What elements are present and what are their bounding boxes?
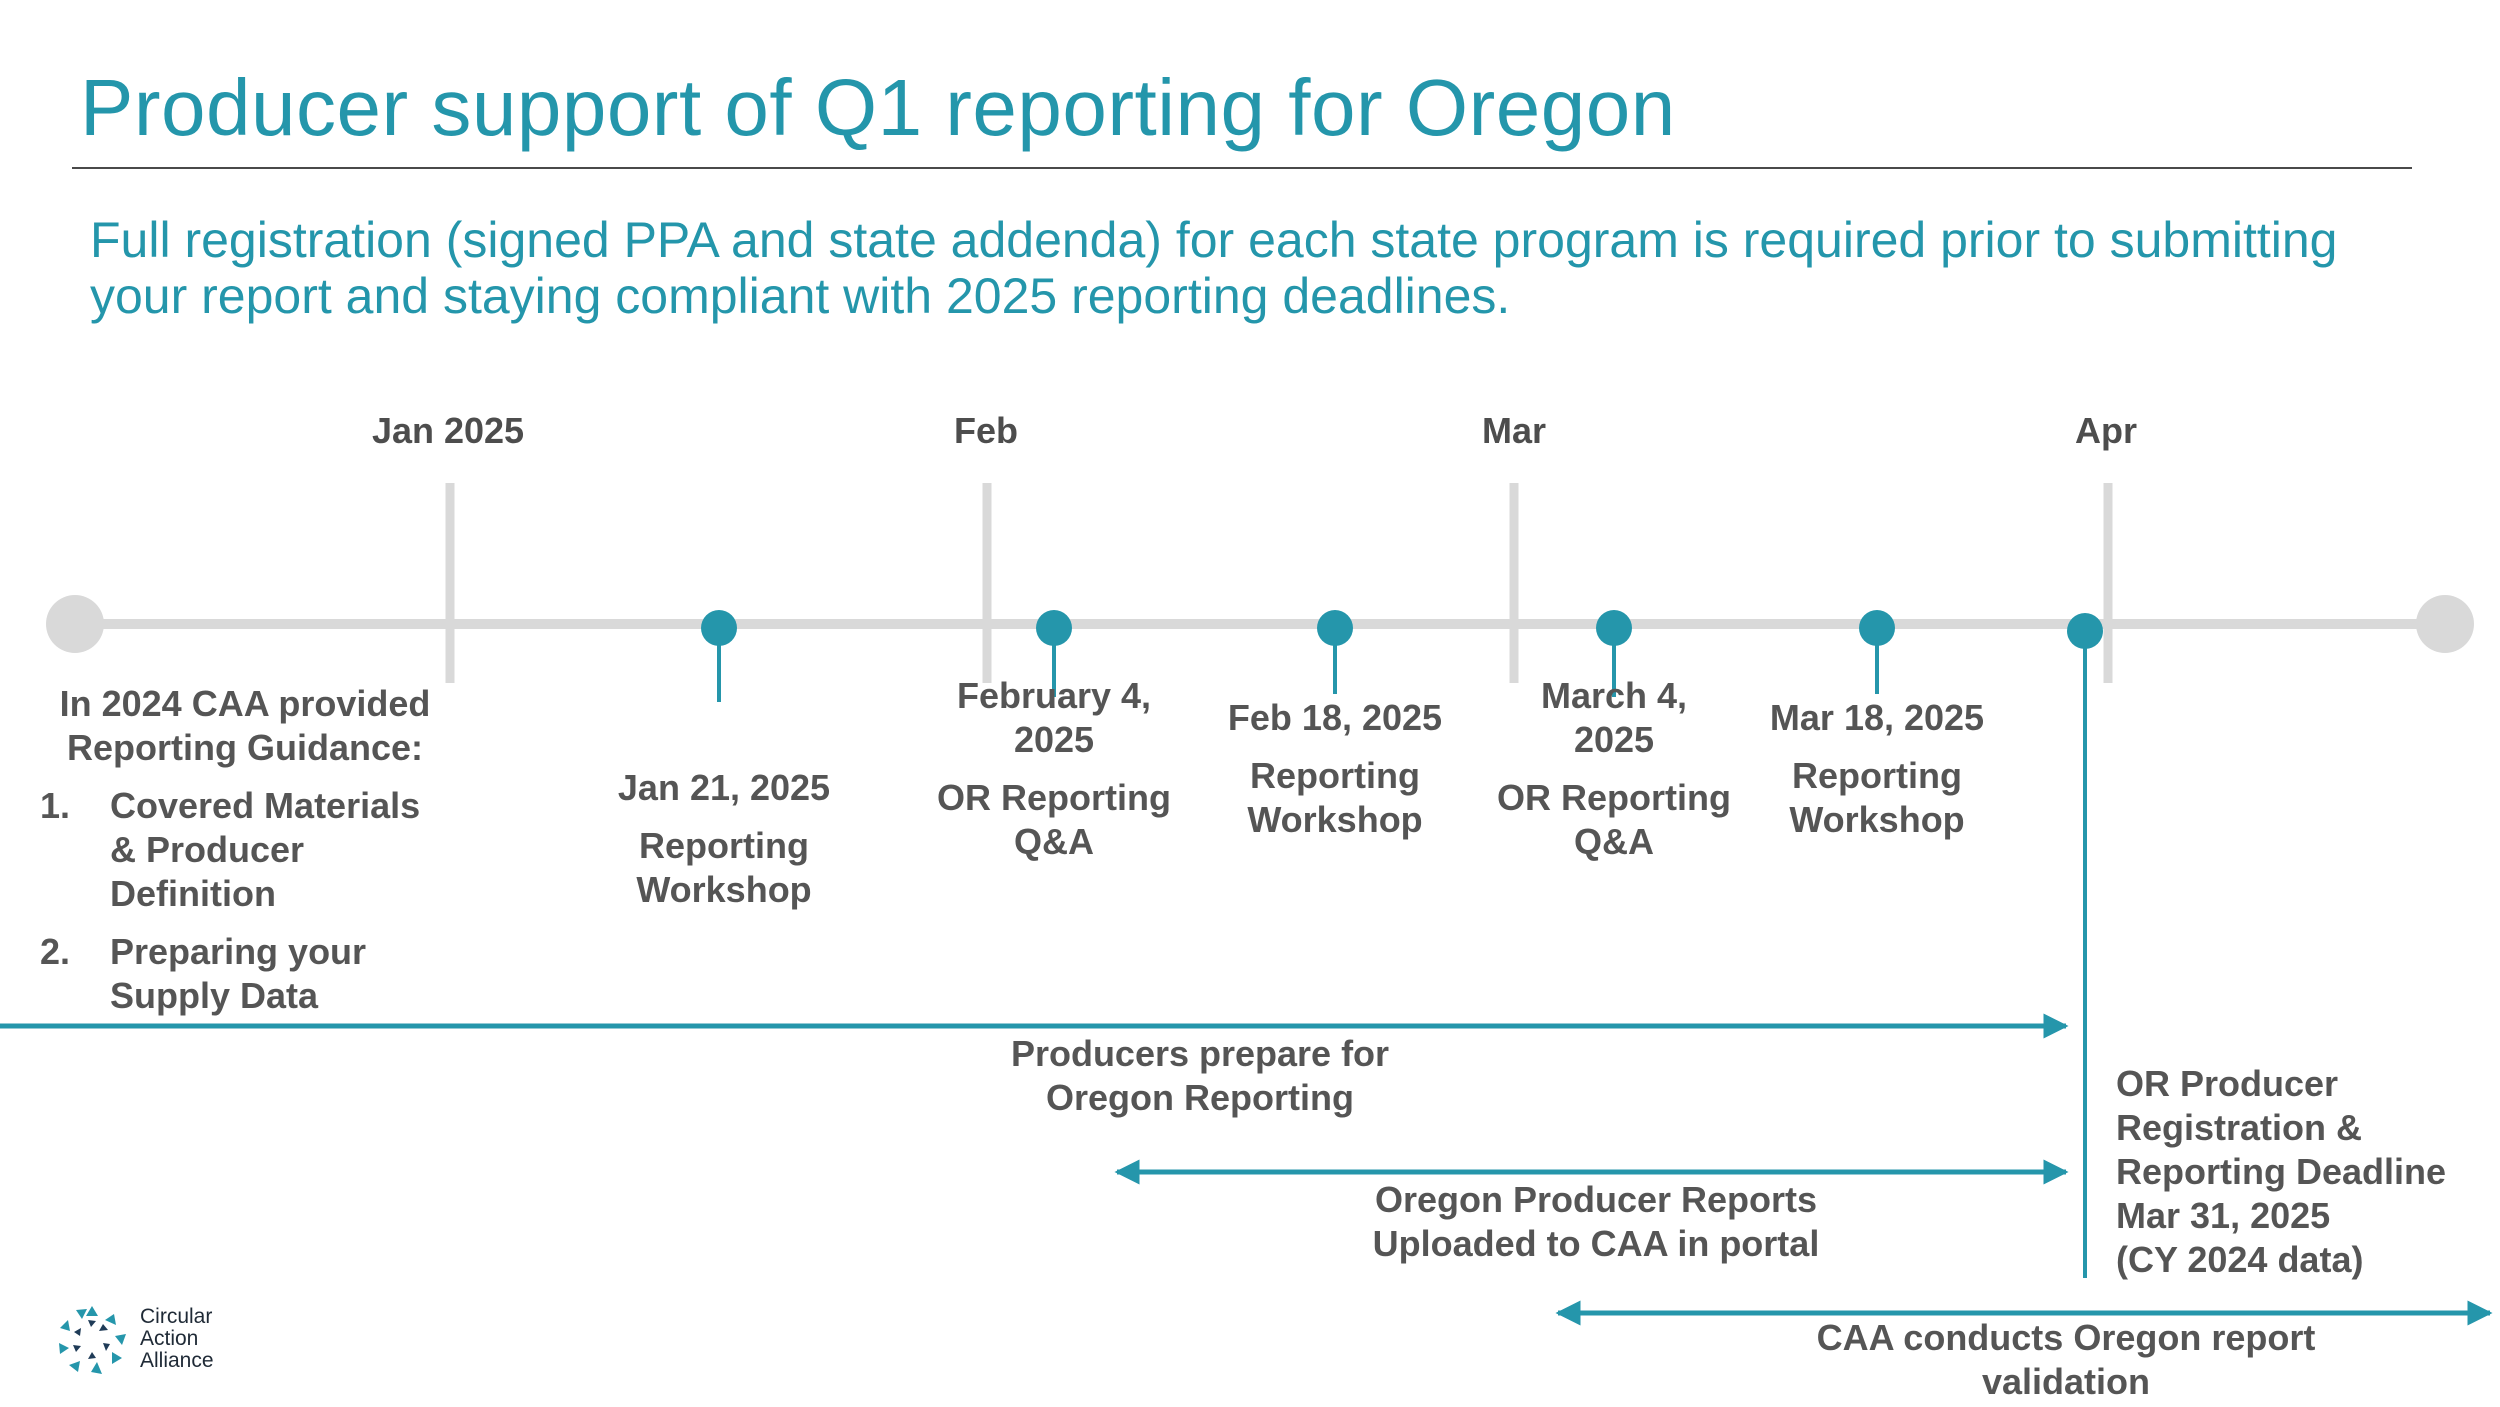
event-date: March 4, 2025: [1540, 675, 1688, 760]
event-name: Reporting Workshop: [1247, 755, 1423, 840]
month-label-apr: Apr: [2075, 410, 2137, 451]
event-date: Feb 18, 2025: [1227, 697, 1443, 738]
deadline-label-line: Registration &: [2116, 1107, 2363, 1148]
month-label-mar: Mar: [1481, 410, 1547, 451]
guidance-block: In 2024 CAA provided Reporting Guidance:…: [40, 682, 480, 1018]
page-title: Producer support of Q1 reporting for Ore…: [80, 63, 1676, 152]
guidance-item: 2. Preparing your Supply Data: [40, 930, 450, 1018]
deadline-label-line: Reporting Deadline: [2116, 1151, 2447, 1192]
event-label: Jan 21, 2025 Reporting Workshop: [584, 766, 864, 912]
subtitle: Full registration (signed PPA and state …: [90, 212, 2338, 324]
phase-label-line: Producers prepare for: [1010, 1033, 1390, 1074]
deadline-label: OR Producer Registration & Reporting Dea…: [2116, 1062, 2486, 1282]
guidance-heading: In 2024 CAA provided Reporting Guidance:: [59, 683, 431, 768]
event-marker-feb4: [1036, 610, 1072, 646]
event-marker-feb18: [1317, 610, 1353, 646]
logo-wordmark-line: Circular: [140, 1305, 213, 1328]
phase-label-validation: CAA conducts Oregon report validation: [1716, 1316, 2416, 1404]
logo-wordmark-line: Alliance: [140, 1349, 214, 1372]
phase-label-line: validation: [1981, 1361, 2151, 1402]
guidance-item-number: 2.: [40, 931, 71, 972]
title-divider: [72, 167, 2412, 169]
event-date: Jan 21, 2025: [617, 767, 831, 808]
phase-label-line: Oregon Producer Reports: [1374, 1179, 1818, 1220]
event-label: Feb 18, 2025 Reporting Workshop: [1195, 696, 1475, 842]
timeline-end-cap: [2416, 595, 2474, 653]
guidance-item-text: Preparing your Supply Data: [110, 931, 367, 1016]
event-name: OR Reporting Q&A: [1497, 777, 1731, 862]
phase-label-line: Uploaded to CAA in portal: [1372, 1223, 1820, 1264]
circular-action-alliance-logo-icon: [59, 1306, 126, 1374]
event-date: Mar 18, 2025: [1769, 697, 1985, 738]
timeline-start-cap: [46, 595, 104, 653]
deadline-label-line: OR Producer: [2116, 1063, 2339, 1104]
deadline-label-line: Mar 31, 2025: [2116, 1195, 2331, 1236]
month-label-feb: Feb: [953, 410, 1018, 451]
event-marker-mar18: [1859, 610, 1895, 646]
phase-label-prepare: Producers prepare for Oregon Reporting: [900, 1032, 1500, 1120]
month-label-jan: Jan 2025: [371, 410, 525, 451]
phase-label-upload: Oregon Producer Reports Uploaded to CAA …: [1296, 1178, 1896, 1266]
event-name: Reporting Workshop: [636, 825, 812, 910]
guidance-item-number: 1.: [40, 785, 71, 826]
guidance-item-text: Covered Materials & Producer Definition: [110, 785, 421, 914]
logo-wordmark: Circular Action Alliance: [140, 1306, 214, 1372]
logo-wordmark-line: Action: [140, 1327, 199, 1350]
deadline-marker: [2067, 613, 2103, 649]
guidance-item: 1. Covered Materials & Producer Definiti…: [40, 784, 450, 916]
event-marker-mar4: [1596, 610, 1632, 646]
event-label: Mar 18, 2025 Reporting Workshop: [1737, 696, 2017, 842]
event-date: February 4, 2025: [956, 675, 1152, 760]
event-name: Reporting Workshop: [1789, 755, 1965, 840]
event-marker-jan21: [701, 610, 737, 646]
phase-label-line: CAA conducts Oregon report: [1816, 1317, 2316, 1358]
event-label: February 4, 2025 OR Reporting Q&A: [924, 674, 1184, 864]
phase-label-line: Oregon Reporting: [1046, 1077, 1354, 1118]
deadline-label-line: (CY 2024 data): [2116, 1239, 2364, 1280]
event-label: March 4, 2025 OR Reporting Q&A: [1484, 674, 1744, 864]
event-name: OR Reporting Q&A: [937, 777, 1171, 862]
